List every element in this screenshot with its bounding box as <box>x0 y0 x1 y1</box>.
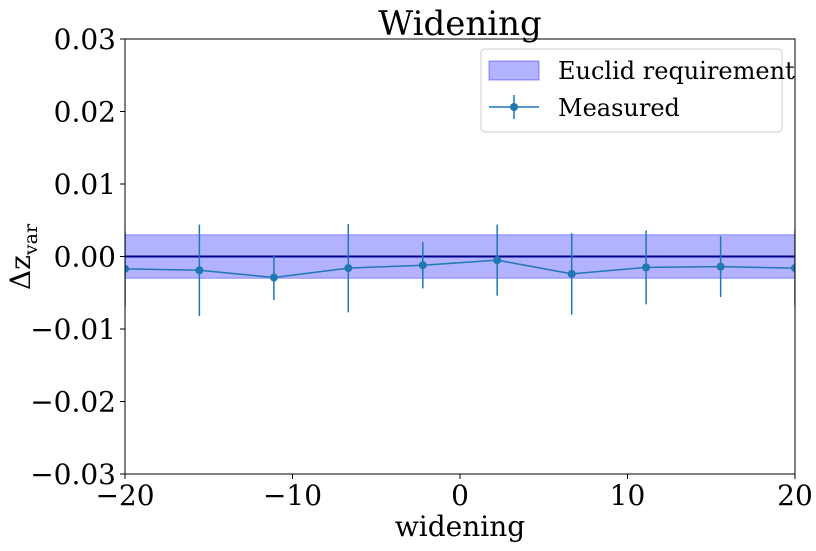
plot-content <box>125 223 795 316</box>
x-axis-label: widening <box>395 510 525 543</box>
x-tick-label: 20 <box>777 479 813 512</box>
data-point <box>418 261 427 270</box>
legend: Euclid requirement Measured <box>480 48 795 133</box>
legend-series-label: Measured <box>558 94 680 122</box>
data-point <box>195 266 204 275</box>
x-tick-label: −20 <box>95 479 154 512</box>
legend-series-marker <box>510 103 518 111</box>
data-point <box>642 263 651 272</box>
y-tick-label: −0.01 <box>30 313 116 346</box>
y-tick-label: −0.03 <box>30 458 116 491</box>
x-tick-label: −10 <box>263 479 322 512</box>
data-point <box>125 264 129 273</box>
plot-area: −20 −10 0 10 20 0.03 0.02 0.01 0.00 −0.01 −0.02 −0.… <box>30 23 813 512</box>
y-tick-label: 0.03 <box>54 23 116 56</box>
x-tick-label: 0 <box>451 479 469 512</box>
y-tick-label: 0.02 <box>54 96 116 129</box>
series-line-0 <box>125 259 795 279</box>
legend-band-label: Euclid requirement <box>558 57 795 85</box>
legend-frame <box>480 48 783 133</box>
legend-band-swatch <box>488 60 540 81</box>
y-axis-label-subscript: var <box>20 223 42 256</box>
x-tick-label: 10 <box>610 479 646 512</box>
data-point <box>567 269 576 278</box>
data-point <box>716 262 725 271</box>
data-point <box>791 264 795 273</box>
data-point <box>269 273 278 282</box>
y-tick-label: 0.00 <box>54 241 116 274</box>
chart-title: Widening <box>378 4 542 44</box>
y-tick-label: 0.01 <box>54 168 116 201</box>
y-axis-label: Δzvar <box>4 223 42 290</box>
data-point <box>344 264 353 273</box>
y-axis-label-main: Δz <box>4 255 37 290</box>
data-point <box>493 256 502 265</box>
y-tick-label: −0.02 <box>30 386 116 419</box>
